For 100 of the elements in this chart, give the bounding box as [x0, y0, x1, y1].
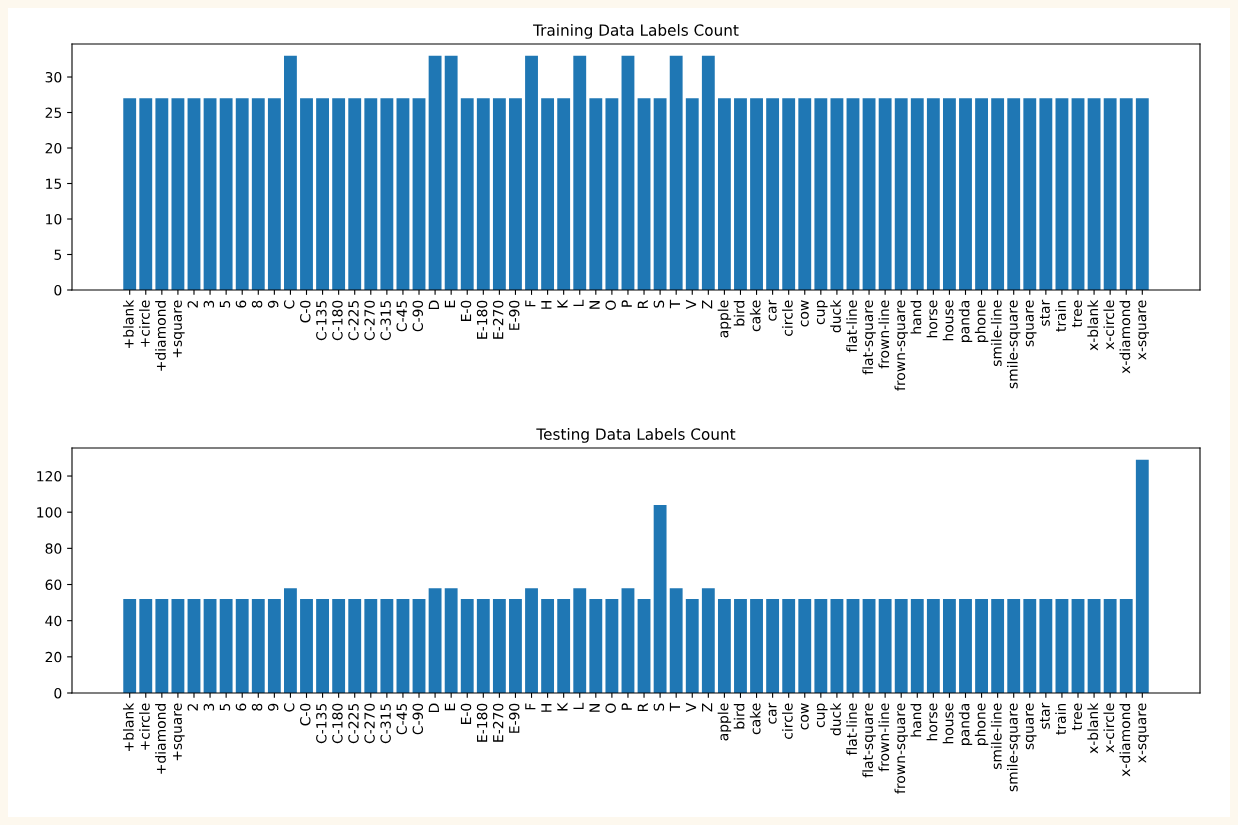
- x-tick-label: x-diamond: [1119, 300, 1131, 374]
- bar: [460, 598, 474, 693]
- bar: [814, 598, 828, 693]
- bar: [637, 598, 651, 693]
- bar: [910, 598, 924, 693]
- x-tick-label: frown-square: [894, 300, 908, 391]
- bar: [701, 588, 715, 693]
- bar: [589, 598, 603, 693]
- x-tick-label: tree: [1072, 300, 1083, 328]
- y-tick-label: 0: [54, 687, 62, 699]
- x-tick-label: 3: [203, 703, 215, 711]
- bar: [830, 598, 844, 693]
- x-tick-label: 9: [267, 703, 279, 711]
- x-tick-label: +square: [173, 300, 185, 358]
- x-tick-label: flat-square: [862, 703, 876, 778]
- x-tick-label: phone: [974, 703, 989, 745]
- bar: [380, 598, 394, 693]
- bar: [541, 598, 555, 693]
- x-tick-label: 6: [235, 703, 247, 711]
- x-tick-label: 2: [187, 704, 198, 711]
- x-tick-label: D: [428, 300, 439, 310]
- x-tick-label: bird: [733, 703, 745, 729]
- x-tick-label: E-270: [492, 703, 504, 742]
- y-tick-label: 40: [45, 615, 62, 627]
- x-tick-label: x-circle: [1103, 703, 1115, 753]
- y-tick-label: 120: [37, 470, 62, 482]
- x-tick-label: hand: [910, 300, 922, 334]
- x-tick-label: smile-line: [990, 703, 1002, 770]
- bar: [1039, 598, 1053, 693]
- bar: [1023, 598, 1037, 693]
- bar: [669, 588, 683, 693]
- x-tick-label: horse: [926, 300, 938, 338]
- x-tick-label: C-225: [348, 300, 359, 341]
- x-tick-label: C-0: [300, 703, 311, 726]
- x-tick-label: apple: [717, 703, 732, 741]
- bar: [653, 504, 667, 693]
- x-tick-label: x-square: [1138, 300, 1150, 360]
- bar: [798, 598, 812, 693]
- bar: [219, 598, 233, 693]
- y-tick-label: 10: [46, 213, 62, 225]
- x-tick-label: star: [1039, 299, 1050, 326]
- bar: [284, 588, 297, 693]
- x-tick-label: panda: [958, 300, 973, 342]
- x-tick-label: L: [573, 299, 584, 307]
- x-tick-label: C-45: [396, 703, 407, 735]
- bar: [750, 598, 763, 693]
- y-tick-label: 0: [54, 284, 62, 296]
- bar: [251, 598, 265, 693]
- bar: [444, 588, 458, 693]
- x-tick-label: flat-square: [862, 300, 876, 375]
- y-tick-label: 60: [45, 579, 62, 590]
- bar: [476, 598, 490, 693]
- bar: [235, 598, 249, 693]
- x-tick-label: K: [557, 702, 568, 711]
- x-tick-label: L: [573, 702, 584, 710]
- x-tick-label: T: [669, 702, 681, 712]
- x-tick-label: C-135: [316, 300, 327, 341]
- x-tick-label: C-225: [348, 703, 359, 744]
- bar: [332, 598, 346, 693]
- x-tick-label: smile-square: [1006, 703, 1021, 792]
- x-tick-label: E: [444, 703, 455, 711]
- x-tick-label: square: [1025, 300, 1037, 347]
- x-tick-label: 6: [235, 300, 247, 308]
- x-tick-label: frown-line: [878, 300, 890, 369]
- x-tick-label: R: [637, 703, 648, 712]
- x-tick-label: phone: [974, 300, 989, 342]
- bar: [139, 598, 153, 693]
- chart-title: Training Data Labels Count: [533, 24, 739, 39]
- x-tick-label: R: [637, 300, 648, 309]
- x-tick-label: frown-square: [894, 703, 908, 794]
- bar: [685, 598, 699, 693]
- x-tick-label: duck: [830, 702, 841, 736]
- bar: [1135, 459, 1149, 693]
- bar: [621, 588, 635, 693]
- bar: [926, 598, 940, 693]
- x-tick-label: H: [541, 301, 552, 309]
- x-tick-label: duck: [830, 299, 841, 333]
- bar: [300, 598, 313, 693]
- bar: [396, 598, 410, 693]
- x-tick-label: T: [669, 299, 681, 309]
- x-tick-label: circle: [781, 300, 793, 336]
- y-tick-label: 30: [45, 71, 62, 83]
- y-tick-label: 5: [54, 249, 62, 260]
- x-tick-label: square: [1025, 703, 1037, 750]
- x-tick-label: C-315: [380, 300, 391, 341]
- bar: [1087, 598, 1101, 693]
- x-tick-label: E-90: [508, 703, 520, 733]
- x-tick-label: C-135: [316, 703, 327, 744]
- x-tick-label: E-0: [460, 703, 472, 724]
- x-tick-label: cake: [749, 300, 761, 332]
- x-tick-label: E-90: [508, 300, 520, 330]
- bar: [605, 598, 619, 693]
- x-tick-label: C-315: [380, 703, 391, 744]
- bar: [509, 598, 522, 693]
- x-tick-label: C-0: [300, 300, 311, 323]
- x-tick-label: cup: [816, 300, 828, 325]
- y-tick-label: 20: [45, 142, 62, 154]
- bar: [557, 598, 571, 693]
- x-tick-label: +circle: [139, 703, 150, 750]
- x-tick-label: panda: [958, 703, 973, 745]
